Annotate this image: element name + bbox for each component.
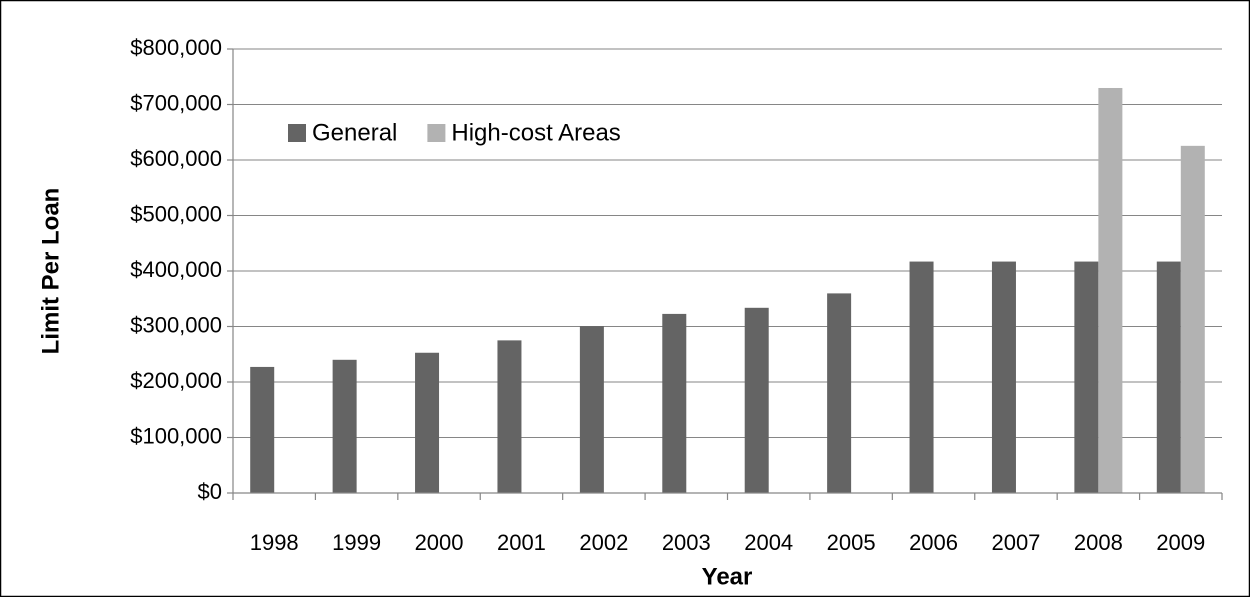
bar (1156, 261, 1181, 493)
x-tick-label: 2002 (579, 530, 628, 555)
bar (579, 326, 604, 493)
legend-swatch (427, 124, 446, 142)
bar (415, 352, 440, 493)
x-tick-label: 2001 (497, 530, 546, 555)
x-tick-label: 1999 (332, 530, 381, 555)
x-tick-label: 2005 (827, 530, 876, 555)
bar (250, 366, 275, 493)
bar (827, 293, 852, 493)
y-tick-label: $700,000 (130, 90, 222, 115)
y-tick-label: $100,000 (130, 423, 222, 448)
bar (1180, 145, 1205, 493)
bar (497, 340, 522, 493)
x-tick-label: 2003 (662, 530, 711, 555)
x-tick-label: 1998 (250, 530, 299, 555)
bar (332, 359, 357, 493)
x-axis-title: Year (702, 563, 753, 590)
legend-swatch (288, 124, 306, 142)
y-axis-title: Limit Per Loan (37, 188, 64, 355)
x-tick-label: 2000 (415, 530, 464, 555)
bar (1074, 261, 1099, 493)
x-tick-label: 2004 (744, 530, 793, 555)
y-tick-label: $600,000 (130, 146, 222, 171)
x-tick-label: 2006 (909, 530, 958, 555)
y-tick-label: $800,000 (130, 35, 222, 60)
x-tick-label: 2008 (1074, 530, 1123, 555)
x-tick-label: 2007 (991, 530, 1040, 555)
legend-label: General (312, 119, 397, 146)
y-tick-label: $0 (198, 479, 222, 504)
bar (1098, 87, 1123, 494)
bar (991, 261, 1016, 493)
y-tick-label: $500,000 (130, 201, 222, 226)
x-tick-label: 2009 (1156, 530, 1205, 555)
y-tick-label: $300,000 (130, 312, 222, 337)
y-tick-label: $400,000 (130, 257, 222, 282)
bar (662, 313, 687, 493)
bar (744, 307, 769, 493)
y-tick-label: $200,000 (130, 368, 222, 393)
legend-label: High-cost Areas (451, 119, 620, 146)
bar (909, 261, 934, 493)
